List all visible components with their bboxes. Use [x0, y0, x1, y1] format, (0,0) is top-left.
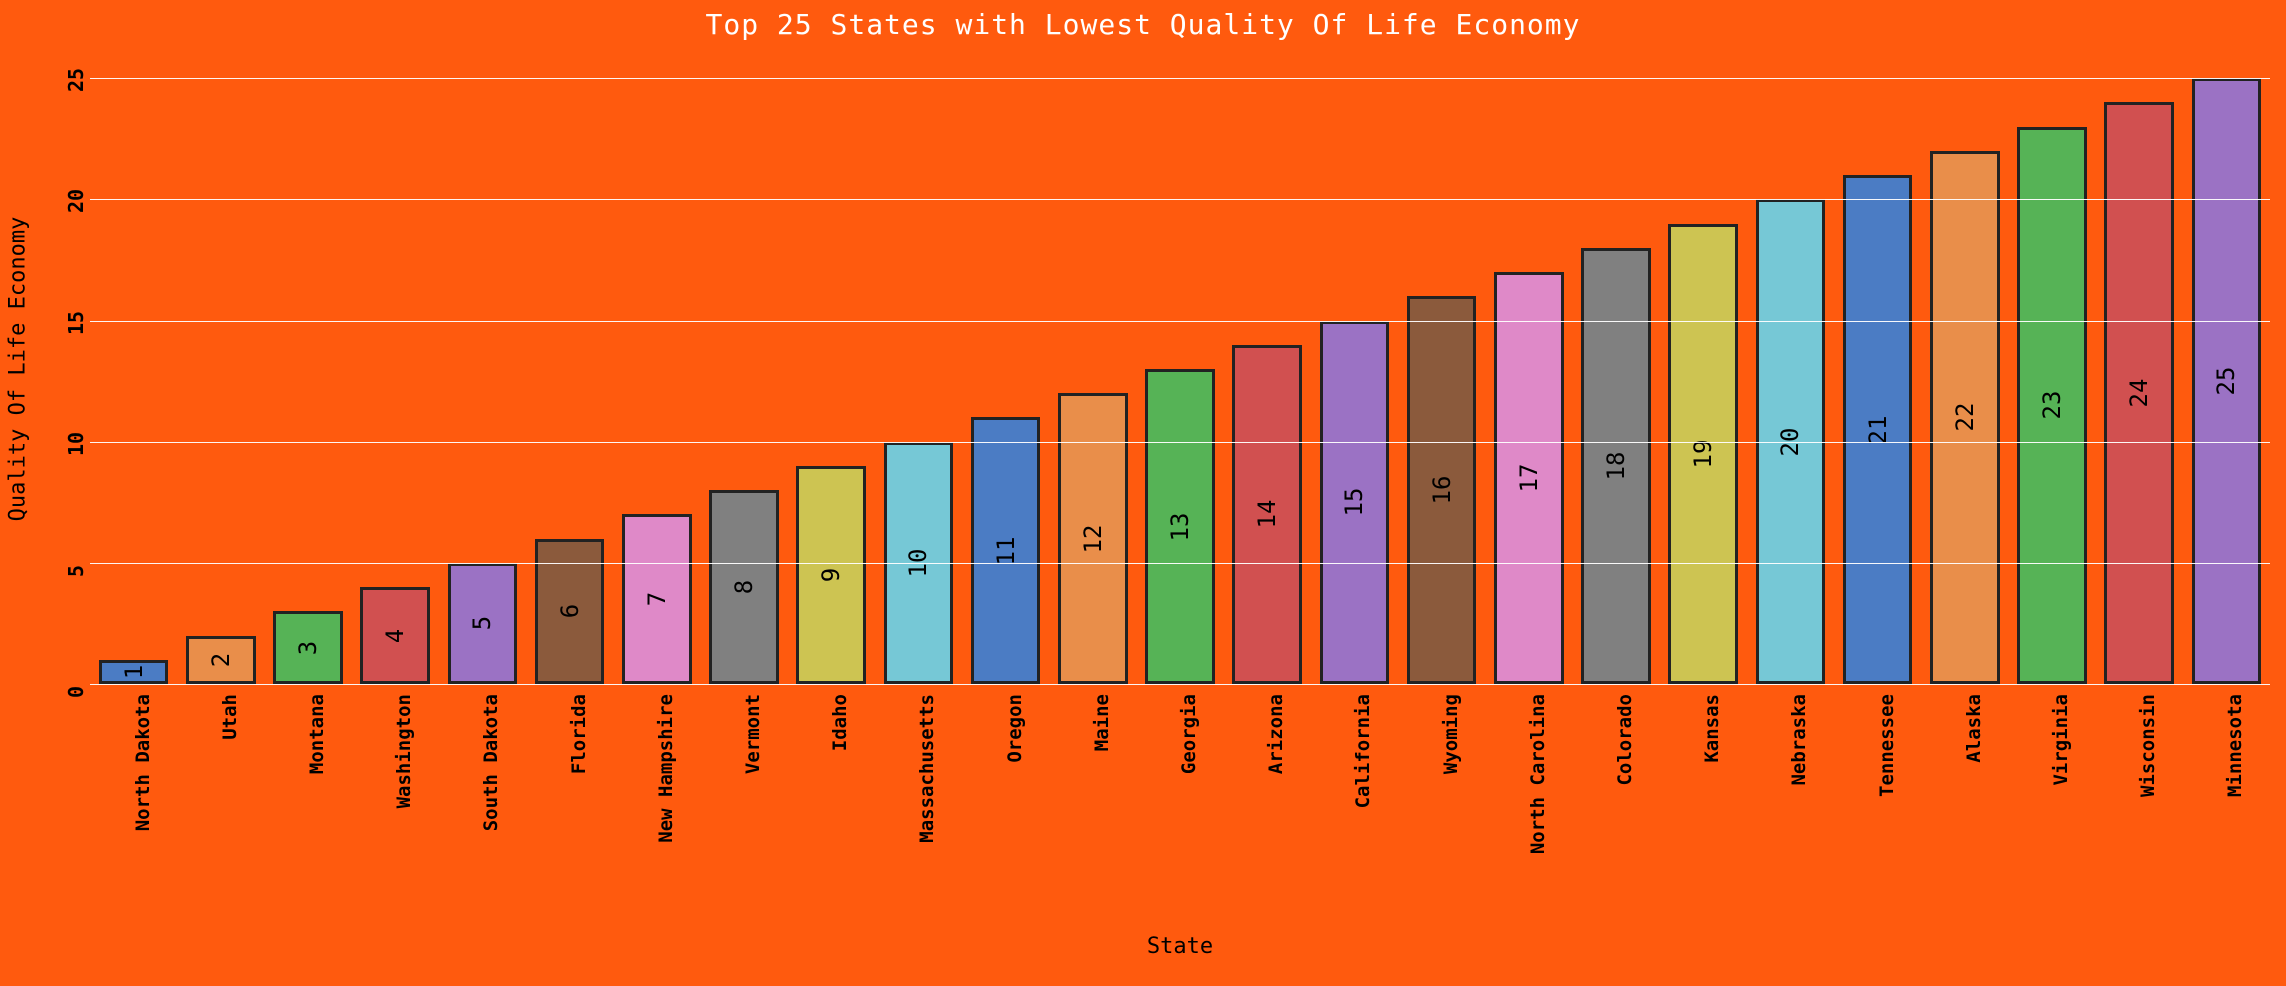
gridline	[90, 442, 2270, 443]
x-tick-label: Georgia	[1178, 694, 1200, 774]
x-tick-label: Tennessee	[1876, 694, 1898, 797]
bar-value-label: 7	[643, 592, 671, 606]
bar-value-label: 4	[381, 628, 409, 642]
bar: 18	[1581, 248, 1651, 684]
bar: 7	[622, 514, 692, 684]
x-axis-label: State	[1147, 934, 1213, 959]
bar: 16	[1407, 296, 1477, 684]
gridline	[90, 78, 2270, 79]
x-tick-label: Montana	[306, 694, 328, 774]
bar: 14	[1232, 345, 1302, 684]
x-tick-label: Arizona	[1265, 694, 1287, 774]
y-axis-label: Quality Of Life Economy	[6, 217, 31, 522]
x-tick-label: Nebraska	[1788, 694, 1810, 786]
bar-value-label: 24	[2125, 379, 2153, 408]
x-tick-label: Wisconsin	[2137, 694, 2159, 797]
y-tick-label: 5	[64, 563, 88, 577]
bar: 12	[1058, 393, 1128, 684]
bar: 22	[1930, 151, 2000, 684]
x-tick-label: Oregon	[1004, 694, 1026, 763]
bar-value-label: 25	[2212, 367, 2240, 396]
bar-value-label: 22	[1951, 403, 1979, 432]
bar: 15	[1320, 321, 1390, 684]
bars-group: 1234567891011121314151617181920212223242…	[90, 54, 2270, 684]
x-tick-label: Colorado	[1614, 694, 1636, 786]
bar: 21	[1843, 175, 1913, 684]
bar-value-label: 12	[1079, 524, 1107, 553]
bar: 8	[709, 490, 779, 684]
bar: 24	[2104, 102, 2174, 684]
gridline	[90, 321, 2270, 322]
bar-value-label: 9	[817, 568, 845, 582]
bar: 3	[273, 611, 343, 684]
bar-value-label: 5	[468, 616, 496, 630]
bar: 2	[186, 636, 256, 684]
bar-value-label: 6	[556, 604, 584, 618]
x-tick-label: North Dakota	[132, 694, 154, 831]
y-tick-label: 10	[64, 442, 88, 456]
y-tick-label: 20	[64, 199, 88, 213]
x-tick-label: Washington	[393, 694, 415, 808]
y-tick-label: 15	[64, 321, 88, 335]
bar-value-label: 15	[1340, 488, 1368, 517]
bar-value-label: 23	[2038, 391, 2066, 420]
bar: 1	[99, 660, 169, 684]
bar-value-label: 3	[294, 640, 322, 654]
x-tick-label: Utah	[219, 694, 241, 740]
x-tick-label: Alaska	[1963, 694, 1985, 763]
bar-value-label: 19	[1689, 439, 1717, 468]
gridline	[90, 684, 2270, 685]
y-tick-label: 0	[64, 684, 88, 698]
x-tick-label: Massachusetts	[916, 694, 938, 843]
x-tick-label: North Carolina	[1527, 694, 1549, 854]
bar-value-label: 13	[1166, 512, 1194, 541]
bar: 17	[1494, 272, 1564, 684]
bar-value-label: 21	[1864, 415, 1892, 444]
bar: 13	[1145, 369, 1215, 684]
x-tick-label: Kansas	[1701, 694, 1723, 763]
chart-container: Top 25 States with Lowest Quality Of Lif…	[0, 0, 2286, 986]
bar: 11	[971, 417, 1041, 684]
bar-value-label: 11	[992, 536, 1020, 565]
bar-value-label: 1	[120, 665, 148, 679]
plot-area: 1234567891011121314151617181920212223242…	[90, 54, 2270, 684]
bar-value-label: 2	[207, 653, 235, 667]
bar-value-label: 14	[1253, 500, 1281, 529]
x-tick-label: Maine	[1091, 694, 1113, 751]
x-tick-label: Florida	[568, 694, 590, 774]
bar: 5	[448, 563, 518, 684]
bar-value-label: 18	[1602, 451, 1630, 480]
chart-title: Top 25 States with Lowest Quality Of Lif…	[0, 8, 2286, 41]
bar: 9	[796, 466, 866, 684]
x-tick-label: Minnesota	[2224, 694, 2246, 797]
y-tick-label: 25	[64, 78, 88, 92]
bar: 25	[2192, 78, 2262, 684]
bar: 23	[2017, 127, 2087, 684]
x-tick-label: Wyoming	[1440, 694, 1462, 774]
bar-value-label: 8	[730, 580, 758, 594]
bar-value-label: 16	[1428, 476, 1456, 505]
x-tick-label: Idaho	[829, 694, 851, 751]
x-tick-label: Vermont	[742, 694, 764, 774]
bar: 4	[360, 587, 430, 684]
gridline	[90, 563, 2270, 564]
x-tick-label: California	[1352, 694, 1374, 808]
bar: 6	[535, 539, 605, 684]
bar-value-label: 17	[1515, 464, 1543, 493]
bar: 19	[1668, 224, 1738, 684]
x-tick-label: New Hampshire	[655, 694, 677, 843]
x-tick-label: Virginia	[2050, 694, 2072, 786]
gridline	[90, 199, 2270, 200]
x-tick-label: South Dakota	[480, 694, 502, 831]
